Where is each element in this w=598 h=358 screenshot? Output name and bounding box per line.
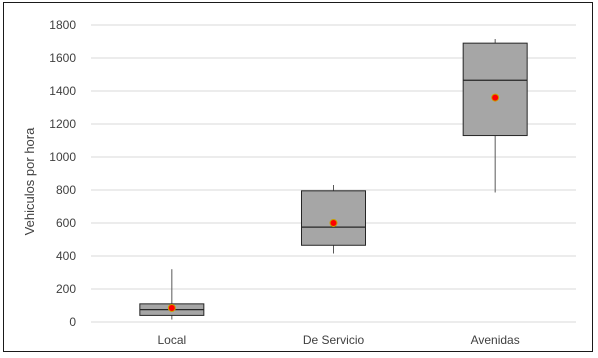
chart-frame: 0 200 400 600 800 1000 1200 1400 1600 1800 Local D… xyxy=(3,2,593,352)
y-tick-label: 200 xyxy=(56,282,76,296)
x-tick-label: Local xyxy=(157,333,186,347)
y-tick-label: 1000 xyxy=(49,150,76,164)
y-tick-label: 0 xyxy=(69,315,76,329)
box-plot-chart: 0 200 400 600 800 1000 1200 1400 1600 1800 Local D… xyxy=(22,18,576,347)
y-tick-label: 600 xyxy=(56,216,76,230)
y-axis-title: Vehiculos por hora xyxy=(22,127,37,235)
y-tick-labels: 0 200 400 600 800 1000 1200 1400 1600 1800 xyxy=(49,18,76,329)
y-tick-label: 1600 xyxy=(49,51,76,65)
y-tick-label: 1800 xyxy=(49,18,76,32)
box-2 xyxy=(462,39,528,193)
box-body xyxy=(301,190,366,246)
boxes xyxy=(139,39,528,320)
y-tick-label: 1200 xyxy=(49,117,76,131)
x-tick-label: Avenidas xyxy=(471,333,520,347)
mean-marker xyxy=(167,303,176,312)
box-0 xyxy=(139,269,205,320)
box-1 xyxy=(301,185,366,254)
y-tick-label: 800 xyxy=(56,183,76,197)
y-tick-label: 400 xyxy=(56,249,76,263)
mean-marker xyxy=(329,219,338,227)
x-tick-labels: Local De Servicio Avenidas xyxy=(157,333,519,347)
y-tick-label: 1400 xyxy=(49,84,76,98)
mean-marker xyxy=(491,93,500,102)
box-body xyxy=(462,42,528,137)
x-tick-label: De Servicio xyxy=(303,333,365,347)
